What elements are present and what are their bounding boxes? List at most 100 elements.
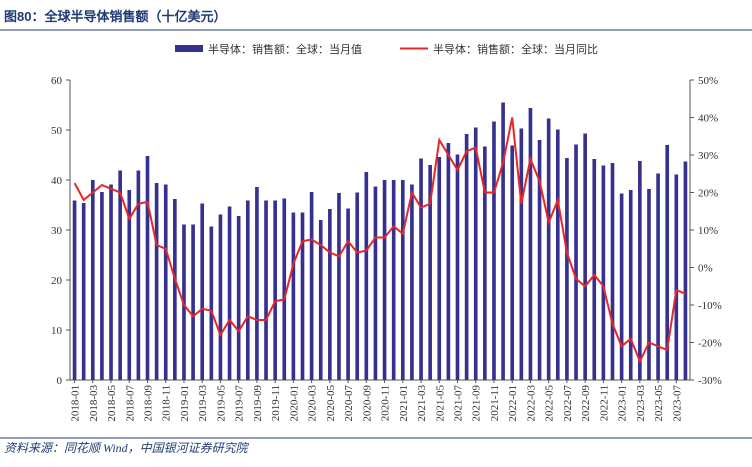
bar [546, 118, 551, 380]
bar [209, 226, 214, 380]
line-series [73, 117, 686, 364]
bar [574, 144, 578, 380]
bar [291, 212, 296, 380]
x-tick-label: 2022-03 [525, 385, 537, 422]
bar [583, 133, 587, 380]
bar [601, 165, 606, 380]
bar [255, 187, 259, 380]
bar [656, 173, 660, 380]
bar [346, 208, 350, 380]
bar [355, 192, 360, 380]
x-tick-label: 2018-05 [106, 385, 118, 422]
bar [464, 134, 469, 380]
bar [665, 145, 670, 380]
x-tick-label: 2018-01 [70, 385, 82, 422]
bar [364, 172, 369, 380]
source-note: 资料来源：同花顺 Wind，中国银河证券研究院 [4, 441, 250, 455]
legend-label: 半导体：销售额：全球：当月值 [208, 42, 362, 56]
bar [309, 192, 314, 380]
y-tick-label: 0 [57, 375, 63, 387]
y-tick-label: 50 [51, 125, 63, 137]
bar [455, 154, 460, 380]
bar [136, 170, 141, 380]
legend-swatch [175, 45, 203, 52]
bar [510, 145, 515, 380]
bar [328, 209, 332, 380]
bar [592, 159, 597, 380]
y-tick-label: 20 [51, 275, 63, 287]
y2-tick-label: 30% [698, 150, 718, 162]
y2-tick-label: 50% [698, 75, 718, 87]
bar [218, 214, 223, 380]
bar [337, 193, 341, 380]
bar [282, 198, 287, 380]
bar [419, 158, 423, 380]
bar [72, 200, 77, 380]
x-tick-label: 2020-09 [361, 385, 373, 422]
y-tick-label: 30 [51, 225, 63, 237]
bar [109, 184, 113, 380]
bar [501, 102, 505, 380]
x-tick-label: 2021-11 [489, 385, 501, 421]
bar [163, 184, 168, 380]
y-tick-label: 10 [51, 325, 63, 337]
x-tick-label: 2021-09 [471, 385, 483, 422]
bar [628, 190, 633, 380]
y2-tick-label: 20% [698, 188, 718, 200]
bar [647, 189, 651, 380]
x-tick-label: 2018-07 [124, 385, 136, 422]
bar [145, 156, 150, 380]
bar [610, 163, 615, 380]
bar [473, 127, 478, 380]
bar [683, 161, 688, 380]
bar [154, 183, 159, 380]
bar [519, 128, 524, 380]
x-tick-label: 2019-07 [234, 385, 246, 422]
y2-tick-label: 0% [698, 263, 713, 275]
x-tick-label: 2020-05 [325, 385, 337, 422]
y-tick-label: 60 [51, 75, 63, 87]
y2-tick-label: 10% [698, 225, 718, 237]
x-tick-label: 2018-09 [143, 385, 155, 422]
bar [391, 180, 396, 380]
x-tick-label: 2019-09 [252, 385, 264, 422]
y2-tick-label: -20% [698, 338, 722, 350]
bar [674, 174, 679, 380]
x-tick-label: 2023-07 [671, 385, 683, 422]
bar [619, 193, 624, 380]
y-tick-label: 40 [51, 175, 63, 187]
x-tick-label: 2020-01 [288, 385, 300, 422]
bar [428, 165, 432, 380]
bar [81, 203, 86, 380]
x-tick-label: 2021-07 [453, 385, 465, 422]
bar [410, 184, 414, 380]
x-tick-label: 2019-11 [270, 385, 282, 421]
bar [300, 212, 305, 380]
bar [446, 143, 451, 380]
bar [528, 108, 533, 380]
bar [100, 192, 104, 380]
x-tick-label: 2019-05 [215, 385, 227, 422]
bar [191, 224, 195, 380]
x-tick-label: 2022-09 [580, 385, 592, 422]
bar [565, 158, 569, 380]
bar [118, 170, 122, 380]
x-tick-label: 2022-07 [562, 385, 574, 422]
x-tick-label: 2020-07 [343, 385, 355, 422]
bar [492, 121, 496, 380]
bar [318, 220, 323, 380]
x-tick-label: 2023-05 [653, 385, 665, 422]
x-tick-label: 2022-11 [598, 385, 610, 421]
bar [537, 140, 542, 380]
x-tick-label: 2023-03 [635, 385, 647, 422]
bar [555, 129, 560, 380]
chart-title: 图80：全球半导体销售额（十亿美元） [4, 9, 226, 24]
x-tick-label: 2020-11 [380, 385, 392, 421]
bar [200, 203, 205, 380]
y2-tick-label: -10% [698, 300, 722, 312]
bar [382, 180, 387, 380]
bar [173, 199, 177, 380]
x-tick-label: 2023-01 [617, 385, 629, 422]
bar [273, 200, 277, 380]
